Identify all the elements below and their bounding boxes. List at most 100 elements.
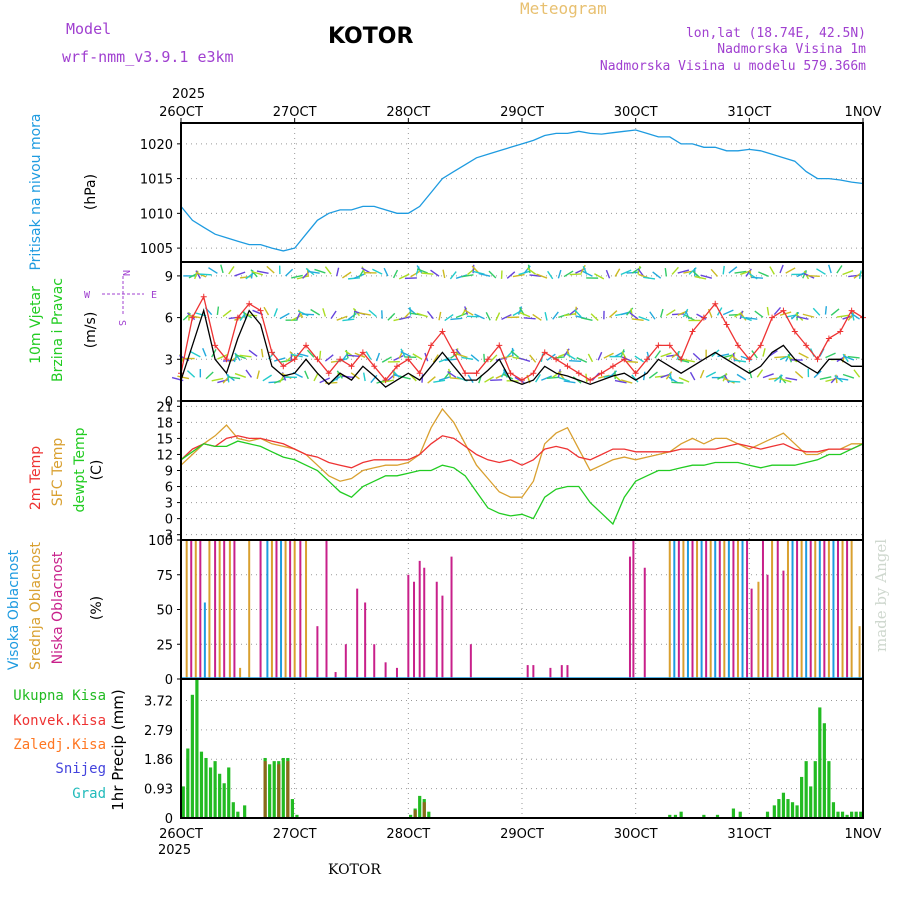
wind-arrow <box>324 354 334 362</box>
wind-arrow <box>842 373 855 379</box>
wind-arrow <box>330 310 337 320</box>
precip-total-bar <box>850 811 854 818</box>
y-tick-label: 1.86 <box>144 753 173 768</box>
gust-marker <box>553 356 560 363</box>
wind-arrow <box>285 268 294 277</box>
precip-total-bar <box>195 679 199 818</box>
dewpt-line <box>180 440 864 526</box>
precip-total-bar <box>831 802 836 818</box>
wind-arrow <box>387 312 396 321</box>
y-tick-label: 21 <box>156 400 173 415</box>
wind-arrow <box>526 267 537 275</box>
gust-marker <box>200 293 207 300</box>
wind-arrow <box>535 374 541 383</box>
gust-marker <box>734 342 741 349</box>
wind-arrow <box>705 371 717 378</box>
precip-total-bar <box>199 751 204 818</box>
wind-arrow <box>393 354 404 362</box>
y-tick-label: 3.72 <box>144 694 173 709</box>
wind-arrow <box>740 315 752 322</box>
wind-arrow <box>780 378 792 383</box>
wind-arrow <box>807 275 820 278</box>
wind-arrow <box>362 372 366 382</box>
wind-arrow <box>785 377 798 381</box>
gust-marker <box>598 370 605 377</box>
wind-arrow <box>313 372 319 382</box>
precip-total-bar <box>290 799 294 818</box>
wind-arrow <box>291 274 303 279</box>
wind-arrow <box>812 307 821 316</box>
wind-arrow <box>202 347 207 357</box>
pressure-line <box>180 129 864 252</box>
wind-arrow <box>683 358 695 363</box>
compass-north: N <box>120 270 131 276</box>
compass-south: S <box>116 320 127 326</box>
wind-arrow <box>620 379 633 384</box>
wind-arrow <box>728 380 741 383</box>
gust-marker <box>405 356 412 363</box>
precip-total-bar <box>772 805 776 818</box>
wind-arrow <box>220 264 224 274</box>
wind-arrow <box>342 271 352 279</box>
wind-label-2: Brzina i Pravac <box>50 278 66 382</box>
wind-arrow <box>279 312 290 320</box>
wind-arrow <box>199 273 212 276</box>
wind-arrow <box>449 271 457 280</box>
gust-marker <box>337 356 344 363</box>
precip-legend-item: Zaledj.Kisa <box>13 737 106 753</box>
gust-marker <box>632 370 639 377</box>
wind-arrow <box>794 370 804 379</box>
precip-total-bar <box>295 814 299 818</box>
wind-arrow <box>563 380 576 384</box>
wind-arrow <box>517 306 523 315</box>
precip-total-bar <box>272 761 276 818</box>
wind-arrow <box>824 306 828 315</box>
wind-arrow <box>433 379 446 383</box>
time-label-bottom: 31OCT <box>727 827 771 842</box>
gust-marker <box>519 377 525 384</box>
time-label-top: 31OCT <box>727 105 771 120</box>
precip-total-bar <box>231 802 235 818</box>
wind-arrow <box>836 314 849 318</box>
precip-total-bar <box>790 802 795 818</box>
precip-total-bar <box>673 814 678 818</box>
precip-total-bar <box>859 811 863 818</box>
precip-total-bar <box>738 811 742 818</box>
gust-marker <box>700 314 707 321</box>
temp-unit: (C) <box>89 460 105 481</box>
wind-arrow <box>248 349 258 357</box>
wind-arrow <box>501 354 514 359</box>
gust-marker <box>268 349 275 356</box>
wind-arrow <box>745 268 752 277</box>
gust-marker <box>666 342 673 349</box>
wind-arrow <box>745 317 758 320</box>
gust-marker <box>609 363 616 370</box>
wind-arrow <box>314 268 326 274</box>
wind-arrow <box>240 275 253 279</box>
y-tick-label: 2.79 <box>144 724 173 739</box>
wind-arrow <box>488 270 497 279</box>
y-tick-label: 9 <box>165 465 173 480</box>
precip-total-bar <box>795 805 799 818</box>
wind-arrow <box>569 273 582 276</box>
wind-arrow <box>263 306 270 316</box>
precip-total-bar <box>409 814 413 818</box>
precip-total-bar <box>818 707 822 818</box>
wind-arrow <box>785 353 791 362</box>
wind-arrow <box>234 271 246 277</box>
wind-arrow <box>605 269 611 279</box>
wind-arrow <box>541 375 552 381</box>
time-label-top: 29OCT <box>500 105 544 120</box>
time-label-bottom: 27OCT <box>273 827 317 842</box>
wind-arrow <box>665 371 673 380</box>
gust-marker <box>393 363 400 370</box>
wind-arrow <box>758 271 769 278</box>
precip-total-bar <box>786 799 790 818</box>
gust-marker <box>462 370 469 377</box>
wind-arrow <box>557 371 565 380</box>
precip-total-bar <box>218 773 222 818</box>
cloud-mid-label: Srednja Oblacnost <box>28 542 44 670</box>
wind-arrow <box>510 350 520 358</box>
wind-arrow <box>787 355 798 363</box>
wind-arrow <box>722 309 734 316</box>
